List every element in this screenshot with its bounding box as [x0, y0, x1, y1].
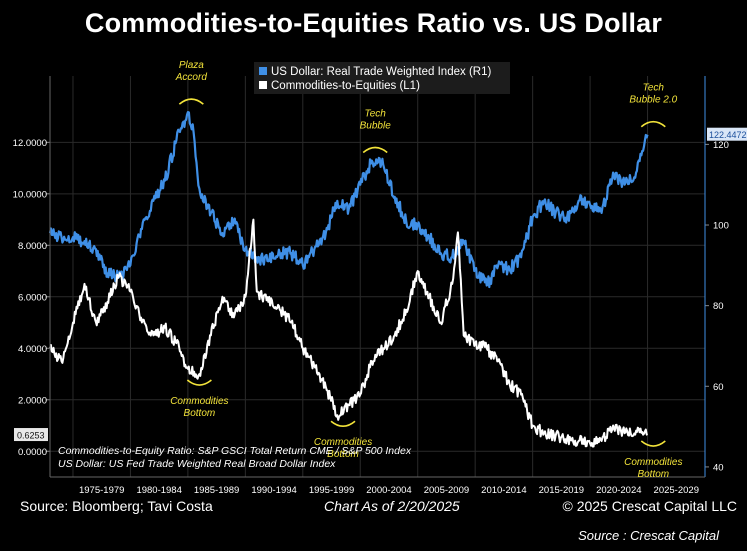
ratio-line: [49, 218, 649, 448]
usd-series: [48, 111, 649, 289]
left-axis-tick-label: 2.0000: [18, 395, 47, 406]
legend-swatch-ratio: [259, 81, 267, 89]
ratio-last-value-label: 0.6253: [17, 431, 45, 441]
annotation-label: Bottom: [327, 449, 359, 460]
x-axis-category-label: 1990-1994: [251, 485, 296, 496]
right-axis-tick-label: 120: [713, 140, 729, 151]
annotation-label: Bottom: [637, 469, 669, 480]
annotation-label: Accord: [175, 72, 208, 83]
right-axis-tick-label: 80: [713, 301, 724, 312]
note-ratio-definition: Commodities-to-Equity Ratio: S&P GSCI To…: [58, 445, 412, 457]
note-dollar-definition: US Dollar: US Fed Trade Weighted Real Br…: [58, 458, 336, 470]
annotation-arc: [640, 440, 666, 447]
usd-line: [48, 111, 649, 289]
x-axis-category-label: 1980-1984: [136, 485, 181, 496]
legend-swatch-usd: [259, 67, 267, 75]
axes: 0.0000 2.0000 4.0000 6.0000 8.0000 10.0000 12.…: [13, 76, 747, 496]
grid: [50, 76, 706, 477]
right-axis-tick-label: 60: [713, 382, 724, 393]
right-axis-tick-label: 100: [713, 221, 729, 232]
annotation-arc: [330, 420, 356, 428]
x-axis-category-label: 2005-2009: [424, 485, 469, 496]
left-axis-tick-label: 0.0000: [18, 447, 47, 458]
annotation-label: Plaza: [179, 60, 204, 71]
annotation-label: Commodities: [314, 437, 372, 448]
annotation-arc: [186, 379, 212, 386]
usd-last-value-box: [707, 127, 747, 141]
x-axis-category-label: 1985-1989: [194, 485, 239, 496]
footer-date: Chart As of 2/20/2025: [324, 498, 460, 514]
annotation-label: Commodities: [624, 457, 682, 468]
x-axis-category-label: 1975-1979: [79, 485, 124, 496]
annotation-label: Bubble: [360, 121, 392, 132]
usd-last-value-label: 122.4472: [709, 130, 747, 140]
x-axis-category-label: 2025-2029: [654, 485, 699, 496]
x-axis-category-label: 2000-2004: [366, 485, 411, 496]
annotation-label: Tech: [365, 109, 387, 120]
left-axis-tick-label: 8.0000: [18, 241, 47, 252]
annotation-arc: [178, 98, 204, 105]
annotation-label: Bottom: [184, 408, 216, 419]
annotation-label: Commodities: [170, 396, 228, 407]
left-axis-tick-label: 4.0000: [18, 344, 47, 355]
legend-label-ratio: Commodities-to-Equities (L1): [271, 80, 420, 92]
chart-notes: Commodities-to-Equity Ratio: S&P GSCI To…: [58, 445, 412, 470]
annotation-arc: [362, 146, 388, 154]
x-axis-category-label: 2020-2024: [596, 485, 641, 496]
right-axis-tick-label: 40: [713, 462, 724, 473]
x-axis-category-label: 2015-2019: [539, 485, 584, 496]
annotation-label: Tech: [643, 83, 665, 94]
legend: US Dollar: Real Trade Weighted Index (R1…: [254, 62, 510, 94]
left-axis-tick-label: 12.0000: [13, 138, 47, 149]
x-axis-category-label: 1995-1999: [309, 485, 354, 496]
footer-source: Source: Bloomberg; Tavi Costa: [20, 498, 213, 514]
chart-title: Commodities-to-Equities Ratio vs. US Dol…: [84, 8, 663, 38]
footer-credit: Source : Crescat Capital: [578, 528, 719, 543]
legend-label-usd: US Dollar: Real Trade Weighted Index (R1…: [271, 66, 491, 78]
x-axis-category-label: 2010-2014: [481, 485, 526, 496]
left-axis-tick-label: 6.0000: [18, 292, 47, 303]
annotation-label: Bubble 2.0: [629, 95, 677, 106]
ratio-last-value-box: [14, 428, 48, 442]
legend-background: [254, 62, 510, 94]
annotation-arc: [640, 120, 666, 128]
footer-copyright: © 2025 Crescat Capital LLC: [562, 498, 737, 514]
left-axis-tick-label: 10.0000: [13, 189, 47, 200]
ratio-series: [49, 218, 649, 448]
